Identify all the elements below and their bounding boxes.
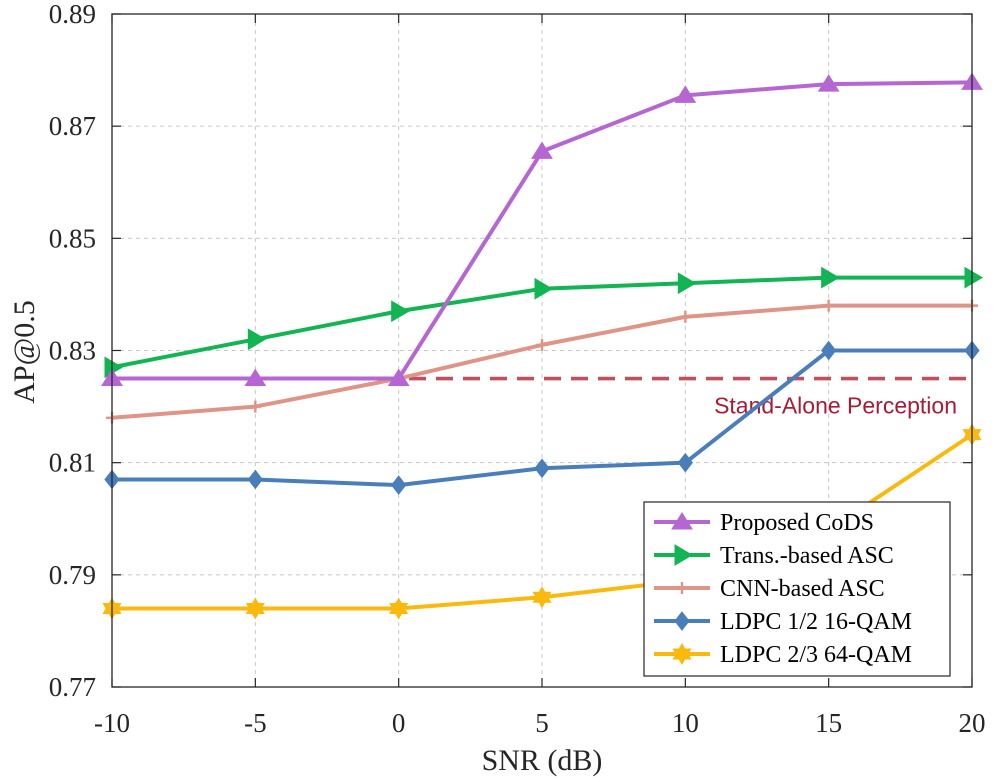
x-tick-label: 10	[672, 708, 699, 738]
data-point	[964, 266, 983, 289]
legend-item: CNN-based ASC	[654, 576, 885, 602]
series-ldpc-1-2-16-qam	[104, 340, 980, 495]
data-point	[247, 469, 263, 490]
x-tick-label: 0	[392, 708, 406, 738]
data-point	[391, 300, 410, 323]
legend: Proposed CoDS Trans.-based ASC CNN-based A…	[643, 501, 951, 677]
data-point	[674, 85, 697, 103]
legend-item: LDPC 2/3 64-QAM	[654, 642, 912, 668]
x-axis-title: SNR (dB)	[482, 744, 603, 777]
data-point	[677, 452, 693, 473]
y-tick-label: 0.89	[49, 0, 96, 29]
reference-line-label: Stand-Alone Perception	[714, 393, 957, 419]
data-point	[249, 400, 262, 413]
y-axis-title: AP@0.5	[8, 300, 41, 403]
data-point	[389, 597, 409, 620]
data-point	[387, 368, 410, 387]
data-point	[822, 299, 835, 312]
legend-item: Trans.-based ASC	[654, 543, 894, 569]
series-group	[101, 72, 983, 620]
plot-frame	[111, 13, 973, 688]
y-tick-label: 0.85	[49, 223, 96, 253]
y-tick-label: 0.87	[49, 111, 96, 141]
y-tick-label: 0.83	[49, 336, 96, 366]
data-point	[391, 475, 407, 495]
legend-label: Trans.-based ASC	[720, 543, 894, 569]
y-tick-label: 0.81	[49, 448, 96, 478]
legend-label: LDPC 1/2 16-QAM	[720, 609, 912, 635]
legend-label: Proposed CoDS	[720, 510, 874, 536]
data-point	[245, 597, 265, 620]
legend-label: CNN-based ASC	[720, 576, 885, 602]
data-point	[534, 277, 553, 300]
data-point	[679, 310, 692, 323]
data-point	[244, 368, 267, 387]
x-tick-label: 15	[815, 708, 842, 738]
x-tick-label: 5	[535, 708, 549, 738]
legend-swatch-marker	[674, 544, 693, 566]
legend-label: LDPC 2/3 64-QAM	[720, 642, 912, 668]
data-point	[821, 340, 837, 361]
data-point	[817, 74, 840, 92]
legend-swatch-marker	[674, 611, 690, 631]
data-point	[536, 338, 548, 351]
data-point	[821, 266, 840, 289]
legend-item: LDPC 1/2 16-QAM	[654, 609, 912, 635]
legend-item: Proposed CoDS	[654, 510, 874, 536]
legend-swatch-marker	[676, 582, 688, 594]
data-point	[534, 458, 550, 479]
y-tick-labels: 0.77 0.79 0.81 0.83 0.85 0.87 0.89	[49, 0, 96, 702]
data-point	[531, 141, 553, 159]
x-tick-label: 20	[959, 708, 986, 738]
y-tick-label: 0.79	[49, 560, 96, 590]
x-tick-label: -5	[244, 708, 267, 738]
data-point	[247, 328, 267, 351]
data-point	[532, 586, 552, 609]
data-point	[677, 272, 697, 295]
legend-swatch-marker	[672, 643, 692, 665]
legend-swatch-marker	[671, 512, 693, 530]
series-trans-based-asc	[104, 266, 983, 379]
x-tick-labels: -10 -5 0 5 10 15 20	[94, 708, 986, 738]
x-tick-label: -10	[94, 708, 130, 738]
y-tick-label: 0.77	[49, 672, 96, 702]
